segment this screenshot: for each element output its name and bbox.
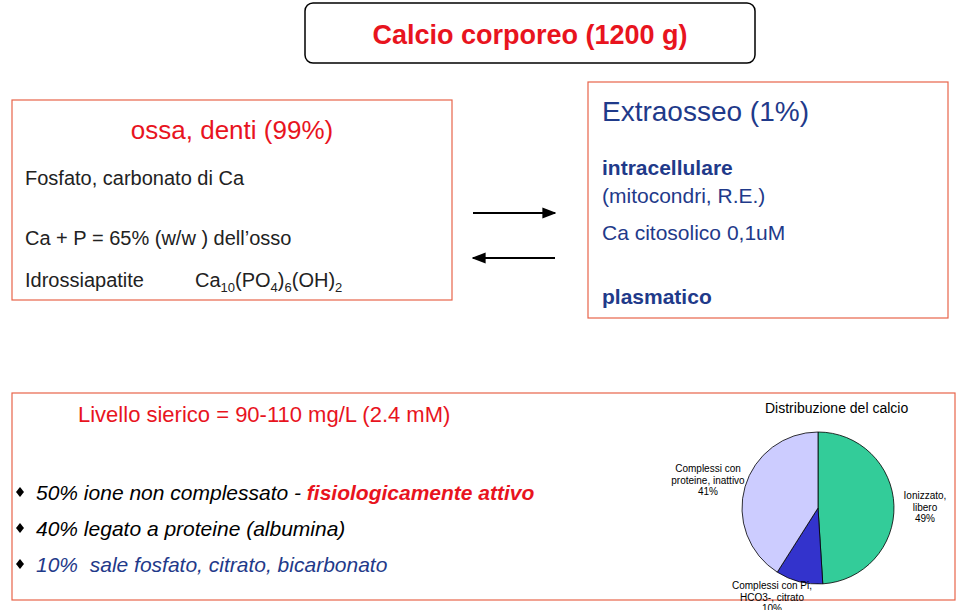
serum-item: 10% sale fosfato, citrato, bicarbonato <box>36 554 387 575</box>
pie <box>742 432 894 584</box>
arrow-right <box>473 212 555 214</box>
formula-part: 2 <box>335 281 342 294</box>
bullet <box>16 523 24 533</box>
formula-part: ) <box>278 270 285 290</box>
bone-heading: ossa, denti (99%) <box>12 117 452 143</box>
formula-part: 6 <box>285 281 292 294</box>
slice-name: Ionizzato, libero <box>890 490 960 513</box>
formula-label: Idrossiapatite <box>25 270 144 290</box>
arrow-left <box>473 257 555 259</box>
pie-slice <box>742 432 818 572</box>
formula-part: Ca <box>195 270 221 290</box>
bone-box <box>12 100 452 300</box>
formula-part: (OH) <box>292 270 335 290</box>
chart-title: Distribuzione del calcio <box>765 401 908 415</box>
pie-label: Ionizzato, libero49% <box>890 490 960 525</box>
extra-line: (mitocondri, R.E.) <box>602 185 765 206</box>
extra-box <box>588 82 948 318</box>
serum-item: 40% legato a proteine (albumina) <box>36 518 345 539</box>
slice-value: 49% <box>890 513 960 525</box>
serum-item: fisiologicamente attivo <box>307 482 535 503</box>
extra-heading: Extraosseo (1%) <box>602 98 809 126</box>
formula-part: 4 <box>271 281 278 294</box>
title-box <box>305 3 755 63</box>
formula-part: (PO <box>235 270 271 290</box>
slice-value: 41% <box>668 486 748 498</box>
bone-line: Ca + P = 65% (w/w ) dell’osso <box>25 228 291 248</box>
extra-line: intracellulare <box>602 157 733 178</box>
slice-value: 10% <box>722 603 822 610</box>
formula-part: 10 <box>221 281 235 294</box>
bullet <box>16 559 24 569</box>
pie-slice <box>818 432 894 584</box>
pie-label: Complessi con Pi, HCO3-, citrato10% <box>722 580 822 610</box>
pie-label: Complessi con proteine, inattivo41% <box>668 463 748 498</box>
bullet <box>16 487 24 497</box>
slice-name: Complessi con Pi, HCO3-, citrato <box>722 580 822 603</box>
extra-line: Ca citosolico 0,1uM <box>602 222 785 243</box>
slice-name: Complessi con proteine, inattivo <box>668 463 748 486</box>
serum-heading: Livello sierico = 90-110 mg/L (2.4 mM) <box>78 404 450 426</box>
extra-line: plasmatico <box>602 286 712 307</box>
title: Calcio corporeo (1200 g) <box>305 22 755 49</box>
serum-item: 50% ione non complessato - <box>36 482 307 503</box>
bone-line: Fosfato, carbonato di Ca <box>25 168 244 188</box>
serum-box <box>12 393 955 600</box>
